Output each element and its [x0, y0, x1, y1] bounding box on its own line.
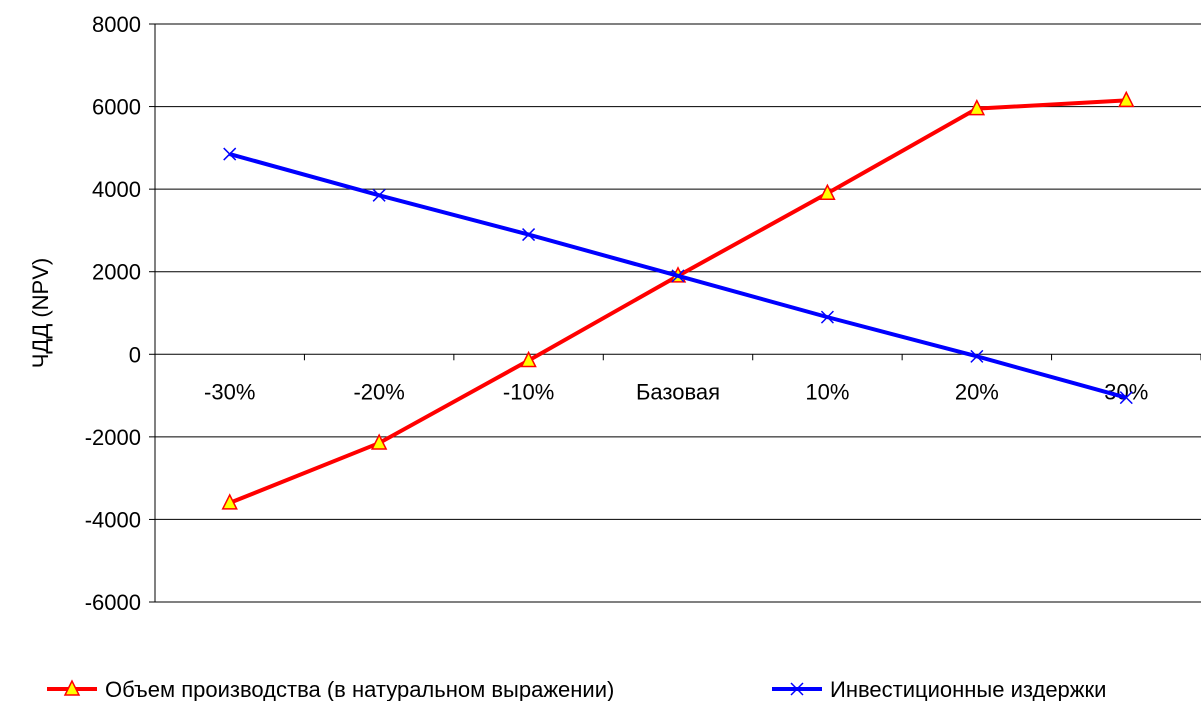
data-point-x	[671, 269, 685, 283]
data-point-x	[372, 188, 386, 202]
data-point-triangle	[1118, 90, 1135, 108]
data-point-x	[522, 228, 536, 242]
legend: Объем производства (в натуральном выраже…	[47, 677, 1106, 701]
y-tick-label: 0	[129, 342, 141, 367]
series-2	[223, 147, 1133, 405]
data-point-x	[820, 310, 834, 324]
gridlines	[155, 23, 1201, 603]
data-point-x	[970, 349, 984, 363]
legend-marker	[790, 682, 804, 696]
y-tick-label: -6000	[85, 590, 141, 615]
legend-marker	[63, 679, 81, 696]
data-point-triangle	[819, 183, 836, 201]
legend-label: Инвестиционные издержки	[830, 677, 1106, 701]
y-tick-label: 6000	[92, 95, 141, 120]
x-tick-label: -10%	[503, 379, 554, 404]
x-tick-label: Базовая	[636, 379, 720, 404]
legend-item-2: Инвестиционные издержки	[772, 677, 1106, 701]
x-tick-label: 10%	[805, 379, 849, 404]
y-tick-label: 4000	[92, 177, 141, 202]
y-tick-label: -4000	[85, 507, 141, 532]
data-point-triangle	[968, 98, 986, 116]
y-tick-label: -2000	[85, 425, 141, 450]
x-tick-label: -20%	[353, 379, 404, 404]
y-tick-labels: -6000 -4000 -2000 0 2000 4000 6000 8000	[85, 12, 141, 615]
x-tick-label: 20%	[955, 379, 999, 404]
x-tick-label: -30%	[204, 379, 255, 404]
data-point-x	[223, 147, 237, 161]
series-1	[221, 90, 1135, 510]
legend-item-1: Объем производства (в натуральном выраже…	[47, 677, 614, 701]
data-point-triangle	[520, 350, 537, 368]
y-tick-label: 8000	[92, 12, 141, 37]
y-tick-label: 2000	[92, 260, 141, 285]
data-point-x	[1119, 391, 1133, 405]
x-tick-labels: -30% -20% -10% Базовая 10% 20% 30%	[204, 379, 1148, 404]
data-point-triangle	[370, 433, 388, 450]
y-axis-title: ЧДД (NPV)	[28, 258, 53, 368]
data-point-triangle	[221, 493, 238, 510]
series-layer	[221, 90, 1135, 510]
legend-label: Объем производства (в натуральном выраже…	[105, 677, 614, 701]
series-line	[228, 98, 1127, 505]
axes	[149, 23, 1201, 603]
